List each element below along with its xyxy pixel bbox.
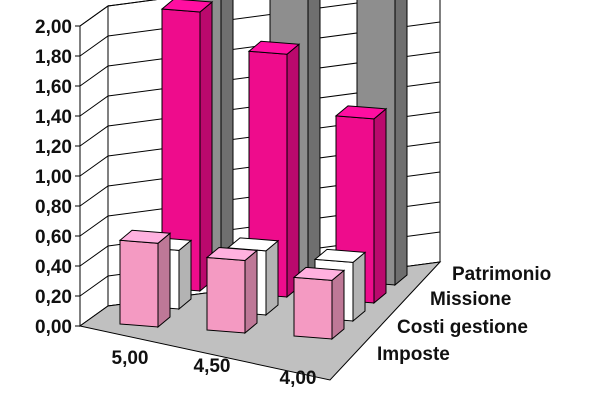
bar-front: [206, 256, 246, 334]
bar-side: [220, 0, 234, 275]
series-label: Costi gestione: [397, 317, 528, 338]
bar-missione-1: [247, 40, 301, 299]
bar-side: [199, 0, 213, 293]
gridline: [79, 171, 441, 237]
bar-side: [244, 249, 258, 335]
y-tick-label: 1,00: [35, 167, 72, 188]
gridline: [79, 201, 441, 267]
x-category-label: 5,00: [112, 348, 149, 369]
bar-imposte-2: [292, 266, 346, 341]
labels: 5,00 4,50 4,00 Imposte Costi gestione Mission…: [112, 264, 552, 389]
bar-imposte-1: [205, 246, 259, 335]
bar-side: [178, 239, 192, 311]
bar-top: [160, 0, 214, 13]
y-tick-label: 0,40: [35, 257, 72, 278]
bar-side: [373, 107, 387, 305]
bar-side: [265, 239, 279, 317]
y-tick-label: 0,60: [35, 227, 72, 248]
bar-top: [247, 40, 301, 55]
bar-missione-0: [160, 0, 214, 293]
bar-side: [307, 0, 321, 281]
bar-side: [394, 0, 408, 287]
y-axis: 0,00 0,20 0,40 0,60 0,80 1,00 1,20 1,40 1,60 1,80…: [35, 17, 80, 338]
y-tick-label: 1,40: [35, 107, 72, 128]
bar-front: [119, 239, 159, 328]
x-category-label: 4,50: [194, 356, 231, 377]
gridline: [79, 81, 441, 147]
bar-front: [293, 276, 333, 340]
bar-side: [331, 269, 345, 341]
gridline: [79, 231, 441, 297]
gridline: [79, 141, 441, 207]
bar-top: [334, 105, 388, 120]
series-label: Imposte: [377, 344, 450, 365]
y-tick-label: 1,20: [35, 137, 72, 158]
gridline: [79, 21, 441, 87]
gridline: [79, 0, 158, 27]
y-tick-label: 0,80: [35, 197, 72, 218]
bar-imposte-0: [118, 229, 172, 329]
series-label: Patrimonio: [452, 264, 551, 285]
x-category-label: 4,00: [280, 368, 317, 389]
gridline: [79, 0, 384, 57]
y-tick-label: 1,60: [35, 77, 72, 98]
bar-side: [286, 43, 300, 299]
bar-top: [292, 266, 346, 281]
y-tick-label: 0,20: [35, 287, 72, 308]
bar-side: [157, 232, 171, 329]
bar-top: [118, 229, 172, 244]
bar-top: [313, 248, 367, 263]
bar-top: [205, 246, 259, 261]
bar-side: [352, 251, 366, 323]
y-tick-label: 0,00: [35, 317, 72, 338]
y-tick-label: 2,00: [35, 17, 72, 38]
series-label: Missione: [430, 289, 511, 310]
gridline: [79, 51, 441, 117]
bars: [118, 0, 408, 341]
y-tick-label: 1,80: [35, 47, 72, 68]
gridline: [79, 111, 441, 177]
